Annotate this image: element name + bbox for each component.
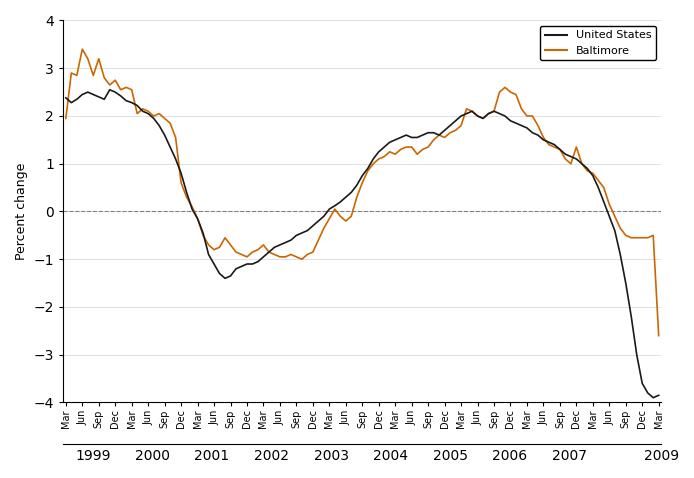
Y-axis label: Percent change: Percent change [15,163,28,260]
Legend: United States, Baltimore: United States, Baltimore [540,26,656,61]
